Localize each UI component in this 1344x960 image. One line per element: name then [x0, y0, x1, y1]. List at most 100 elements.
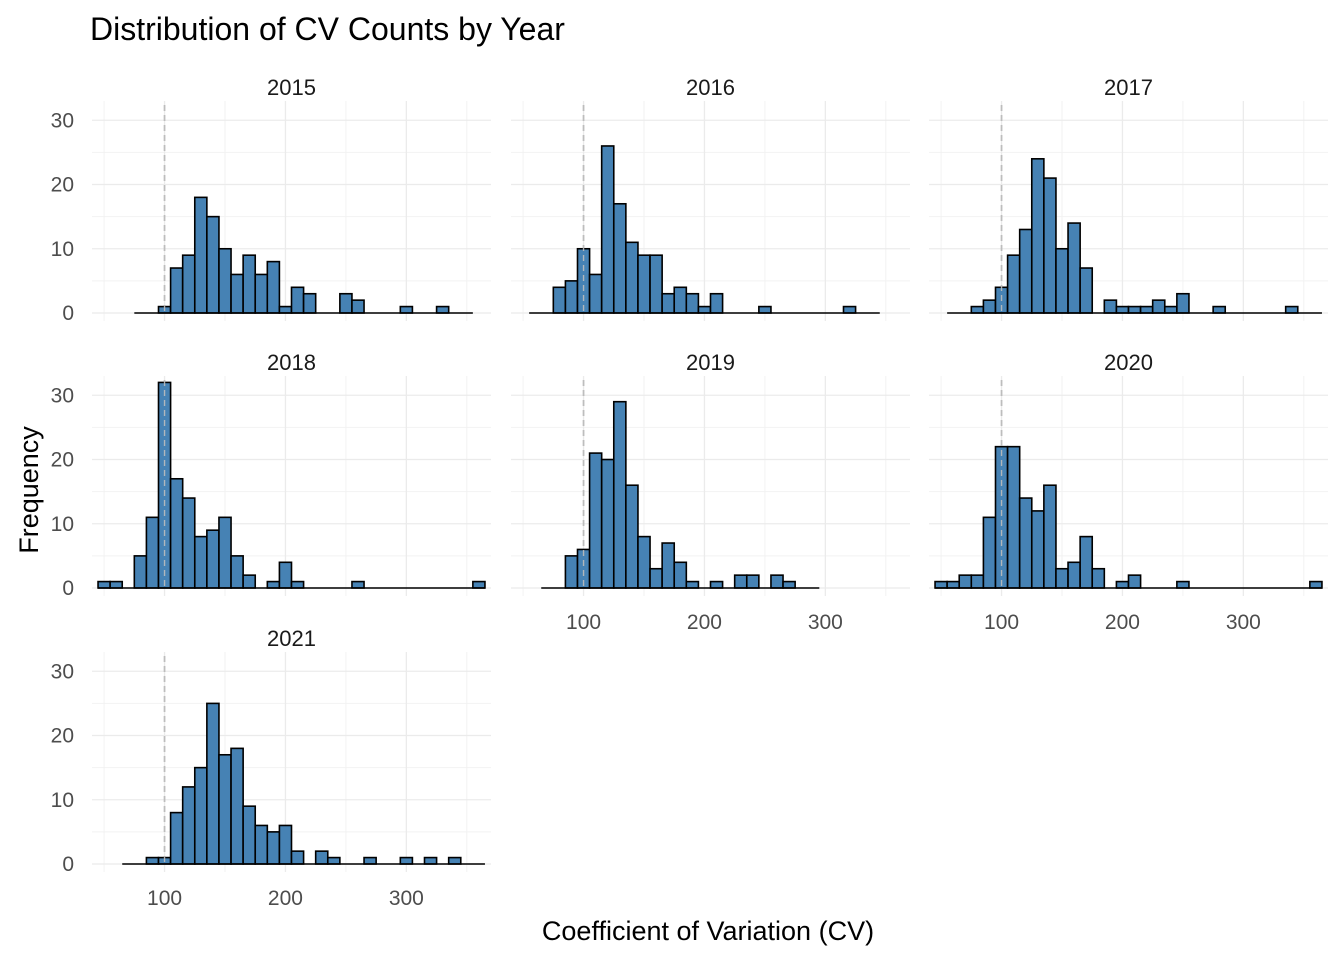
histogram-bar — [600, 145, 615, 314]
histogram-bar — [254, 824, 269, 865]
x-tick-label: 100 — [147, 887, 182, 910]
y-tick-label: 10 — [51, 513, 74, 536]
facet-strip-label: 2015 — [267, 75, 316, 100]
histogram-bar — [230, 555, 244, 589]
histogram-bar — [230, 273, 244, 314]
histogram-bar — [242, 574, 257, 589]
histogram-bar — [970, 574, 985, 589]
histogram-bar — [145, 856, 160, 865]
x-tick-label: 300 — [389, 887, 424, 910]
y-tick-label: 10 — [51, 789, 74, 812]
histogram-bar — [206, 702, 220, 865]
facet-panel-2017: 2017 — [929, 75, 1328, 321]
histogram-bar — [193, 535, 208, 589]
histogram-bar — [447, 856, 462, 865]
histogram-bar — [1067, 222, 1081, 314]
histogram-bar — [1006, 254, 1021, 314]
histogram-bar — [435, 305, 450, 314]
histogram-bar — [745, 574, 760, 589]
histogram-bar — [709, 580, 724, 589]
histogram-bar — [109, 580, 124, 589]
histogram-bar — [649, 254, 663, 314]
histogram-bar — [958, 574, 973, 589]
histogram-bar — [206, 215, 220, 314]
histogram-bar — [169, 811, 184, 865]
y-tick-label: 20 — [51, 725, 74, 748]
facet-panel-2018: 2018 0 10 20 30 — [51, 350, 491, 600]
histogram-bar — [1018, 497, 1033, 589]
y-tick-label: 30 — [51, 384, 74, 407]
histogram-bar — [266, 260, 281, 314]
histogram-bar — [842, 305, 857, 314]
histogram-bar — [423, 856, 438, 865]
facet-panel-2021: 2021 0 10 20 30 100 200 300 — [51, 626, 491, 910]
histogram-bar — [1284, 305, 1299, 314]
facet-strip-label: 2021 — [267, 626, 316, 651]
histogram-bar — [588, 273, 603, 314]
histogram-bar — [97, 580, 111, 589]
histogram-bar — [290, 580, 305, 589]
histogram-bar — [970, 305, 985, 314]
histogram-bar — [552, 286, 567, 314]
y-tick-label: 10 — [51, 238, 74, 261]
histogram-bar — [612, 400, 627, 589]
histogram-bar — [218, 247, 232, 314]
histogram-bar — [1127, 305, 1142, 314]
x-axis-title: Coefficient of Variation (CV) — [542, 916, 874, 946]
histogram-bar — [1043, 484, 1057, 589]
histogram-bar — [673, 561, 688, 589]
histogram-bar — [1139, 305, 1154, 314]
histogram-bar — [169, 267, 184, 314]
histogram-bar — [1030, 158, 1045, 314]
histogram-bar — [1079, 535, 1094, 589]
histogram-bar — [1006, 445, 1021, 589]
x-tick-label: 200 — [687, 611, 722, 634]
histogram-bar — [982, 299, 997, 314]
histogram-bar — [399, 305, 414, 314]
facet-panel-2020: 2020 100 200 300 — [929, 350, 1328, 634]
y-axis-title: Frequency — [14, 426, 44, 554]
facet-strip-label: 2019 — [686, 350, 735, 375]
histogram-bar — [564, 280, 579, 314]
histogram-bar — [1103, 299, 1118, 314]
facet-strip-label: 2020 — [1104, 350, 1153, 375]
histogram-bar — [254, 273, 269, 314]
histogram-bar — [278, 824, 293, 865]
histogram-bar — [697, 305, 712, 314]
histogram-bar — [278, 305, 293, 314]
chart-title: Distribution of CV Counts by Year — [90, 11, 565, 47]
histogram-bar — [770, 574, 784, 589]
histogram-bar — [1176, 580, 1190, 589]
histogram-bar — [625, 484, 639, 589]
x-tick-label: 100 — [984, 611, 1019, 634]
histogram-bar — [1055, 567, 1069, 589]
histogram-bar — [472, 580, 486, 589]
histogram-bar — [685, 292, 700, 314]
histogram-bar — [363, 856, 377, 865]
x-tick-label: 300 — [1226, 611, 1261, 634]
y-tick-label: 0 — [62, 302, 74, 325]
histogram-bar — [181, 786, 196, 865]
histogram-bar — [1151, 299, 1166, 314]
histogram-bar — [1043, 177, 1057, 314]
histogram-bar — [649, 567, 663, 589]
facet-panel-2015: 2015 0 10 20 30 — [51, 75, 491, 325]
histogram-bar — [661, 292, 676, 314]
histogram-bar — [145, 516, 160, 589]
histogram-bar — [758, 305, 772, 314]
histogram-bar — [302, 292, 317, 314]
facet-panel-2016: 2016 — [511, 75, 910, 321]
histogram-bar — [169, 477, 184, 589]
histogram-bar — [1091, 567, 1106, 589]
histogram-bar — [946, 580, 961, 589]
histogram-bar — [230, 747, 244, 865]
histogram-bar — [218, 753, 232, 865]
histogram-bar — [673, 286, 688, 314]
histogram-bar — [181, 497, 196, 589]
histogram-bar — [1067, 561, 1081, 589]
x-tick-label: 200 — [268, 887, 303, 910]
y-tick-label: 30 — [51, 660, 74, 683]
facet-strip-label: 2018 — [267, 350, 316, 375]
histogram-bar — [661, 542, 676, 589]
